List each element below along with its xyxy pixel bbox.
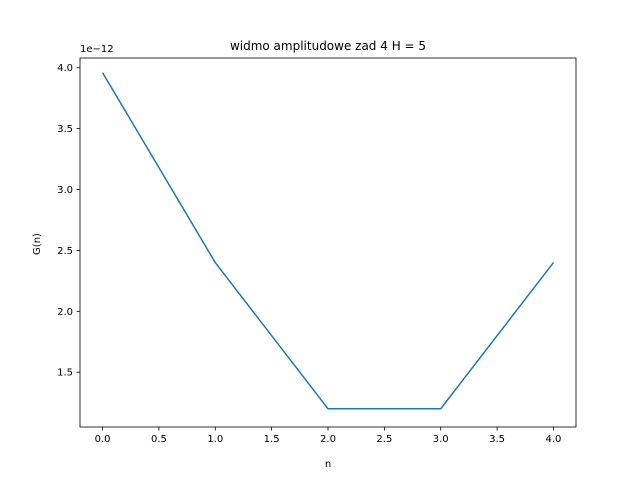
x-tick-label: 1.5 — [264, 434, 280, 445]
x-tick-label: 3.0 — [433, 434, 449, 445]
series-line-0 — [101, 72, 555, 410]
y-offset-label: 1e−12 — [80, 44, 114, 55]
x-tick-label: 0.5 — [151, 434, 167, 445]
x-tick-label: 1.0 — [207, 434, 223, 445]
y-tick-label: 2.5 — [57, 246, 73, 257]
x-tick-label: 3.5 — [489, 434, 505, 445]
y-tick-label: 1.5 — [57, 368, 73, 379]
y-axis-label: G(n) — [32, 233, 43, 255]
x-tick-label: 4.0 — [546, 434, 562, 445]
y-tick-label: 3.5 — [57, 124, 73, 135]
x-axis-label: n — [325, 459, 331, 470]
y-tick-label: 2.0 — [57, 307, 73, 318]
x-tick-label: 2.0 — [320, 434, 336, 445]
x-tick-label: 0.0 — [95, 434, 111, 445]
y-tick-label: 3.0 — [57, 185, 73, 196]
x-tick-label: 2.5 — [376, 434, 392, 445]
plot-area: 0.0 0.5 1.0 1.5 2.0 2.5 3.0 3.5 4.0 1.5 2.0 2.5 3.0 3… — [57, 57, 577, 445]
y-tick-label: 4.0 — [57, 63, 73, 74]
chart-title: widmo amplitudowe zad 4 H = 5 — [230, 39, 426, 53]
